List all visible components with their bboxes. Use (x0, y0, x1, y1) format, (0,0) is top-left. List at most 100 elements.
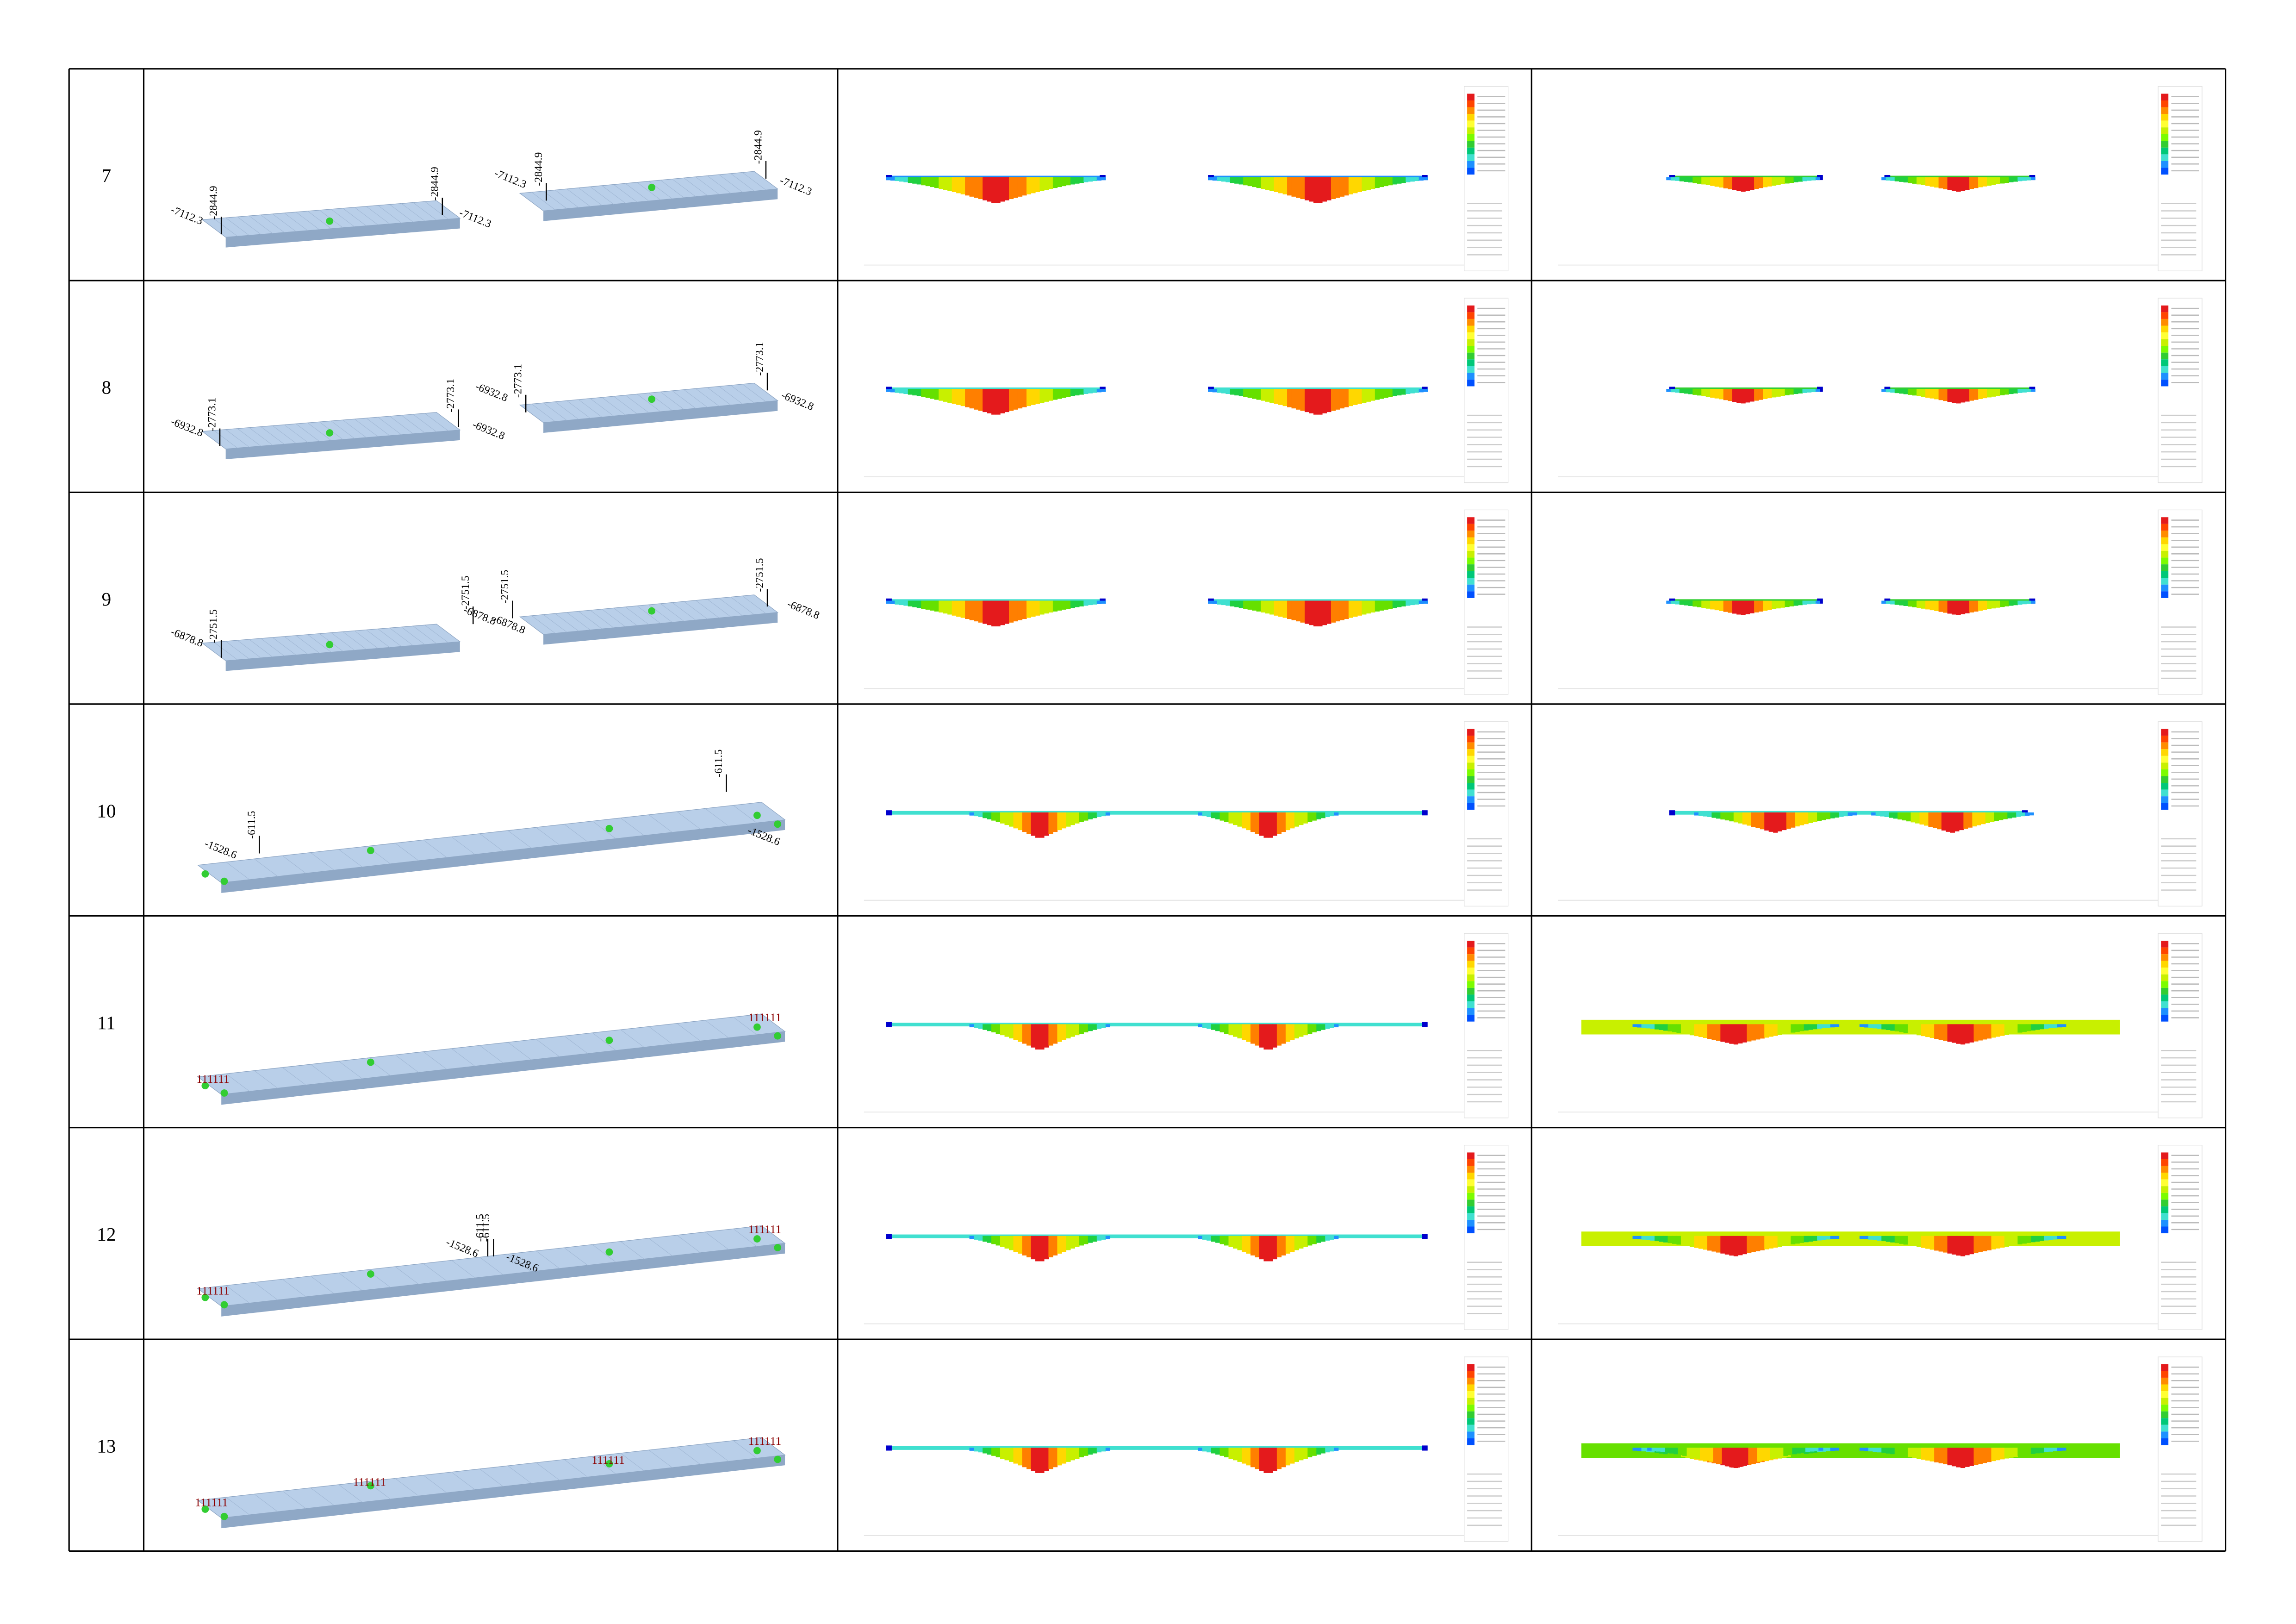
stress-band (1672, 1236, 1677, 1244)
deck-grid (451, 837, 475, 855)
stress-band (1259, 1024, 1264, 1048)
stress-band (1035, 1448, 1040, 1473)
stress-band (2017, 389, 2022, 393)
deck-grid (620, 1029, 644, 1048)
deck-grid (378, 629, 402, 647)
stress-band (1261, 177, 1266, 189)
stress-band (1754, 600, 1759, 612)
legend-swatch (2161, 736, 2169, 743)
stress-band (916, 600, 921, 608)
stress-band (1848, 812, 1853, 816)
stress-band (1672, 1024, 1677, 1032)
stress-band (1353, 600, 1358, 617)
legend-swatch (2161, 359, 2169, 366)
stress-band (1000, 177, 1005, 202)
stress-band (1252, 389, 1257, 399)
stress-band (1747, 1024, 1752, 1042)
stress-band (1694, 1236, 1699, 1248)
stress-band (1088, 812, 1093, 819)
stress-band (2013, 177, 2018, 182)
stress-band (1383, 600, 1388, 610)
legend-swatch (2161, 141, 2169, 148)
stress-band (1255, 812, 1260, 834)
deck-grid (620, 818, 644, 836)
stress-band (996, 1024, 1001, 1034)
stress-band (1714, 177, 1719, 187)
stress-band (2048, 1448, 2053, 1452)
stress-band (1761, 1448, 1767, 1461)
legend-swatch (1467, 1424, 1475, 1432)
stress-band (1793, 177, 1798, 182)
stress-band (1777, 1236, 1782, 1247)
stress-end (886, 1445, 892, 1451)
stress-band (930, 600, 935, 611)
deck-grid (284, 212, 308, 231)
stress-band (1256, 600, 1261, 612)
stress-band (1259, 812, 1264, 836)
stress-band (1710, 389, 1715, 398)
stress-band (1017, 1236, 1023, 1254)
legend-swatch (2161, 783, 2169, 790)
stress-band (2029, 812, 2034, 816)
stress-band (1247, 600, 1252, 610)
stress-band (1947, 1236, 1952, 1254)
stress-band (1776, 600, 1781, 609)
stress-band (1079, 389, 1084, 395)
load-label: -2773.1 (512, 364, 524, 398)
legend-swatch (2161, 1008, 2169, 1015)
stress-band (1934, 1236, 1939, 1251)
deck-grid (508, 1465, 532, 1484)
support-node (605, 1460, 613, 1468)
stress-band (2000, 1236, 2005, 1248)
stress-band (1963, 812, 1968, 829)
legend-swatch (1467, 161, 1475, 168)
stress-band (1035, 177, 1040, 192)
stress-band (1419, 600, 1424, 604)
stress-band (1274, 600, 1279, 616)
support-node (367, 1270, 374, 1278)
legend-swatch (2161, 1391, 2169, 1398)
stress-band (921, 600, 926, 609)
stress-band (1877, 1024, 1882, 1029)
stress-band (1105, 812, 1110, 816)
legend-swatch (2161, 1173, 2169, 1180)
stress-band (1697, 177, 1702, 184)
legend-swatch (1467, 1418, 1475, 1425)
stress-band (1885, 1024, 1891, 1031)
deck-grid (613, 396, 637, 414)
stress-band (1795, 1024, 1800, 1032)
stress-band (1026, 1448, 1032, 1469)
stress-band (1766, 1448, 1771, 1460)
deck-grid (719, 174, 743, 193)
stress-band (908, 600, 913, 606)
stress-band (2022, 1448, 2027, 1455)
deck-grid (354, 207, 378, 225)
deck-grid (660, 180, 684, 198)
stress-band (2009, 389, 2014, 394)
stress-band (1401, 600, 1406, 606)
legend-swatch (1467, 134, 1475, 141)
stress-band (1641, 1448, 1646, 1452)
legend-swatch (1467, 1008, 1475, 1015)
stress-band (1256, 177, 1261, 188)
stress-band (1247, 177, 1252, 187)
stress-band (1325, 1236, 1330, 1241)
legend-swatch (1467, 769, 1475, 776)
stress-band (1925, 1236, 1930, 1249)
stress-band (2022, 177, 2027, 181)
stress-band (1318, 389, 1323, 415)
deck-grid (424, 625, 448, 643)
stress-band (960, 177, 965, 194)
stress-band (1929, 177, 1935, 187)
stress-band (1995, 1236, 2001, 1249)
stress-band (1261, 600, 1266, 613)
stress-band (2000, 177, 2005, 184)
load-label: -2844.9 (429, 167, 441, 200)
legend-swatch (2161, 537, 2169, 544)
stress-band (2022, 389, 2027, 393)
stress-band (1226, 177, 1231, 182)
legend-swatch (2161, 1166, 2169, 1173)
stress-band (2035, 1448, 2040, 1454)
stress-band (1221, 600, 1226, 606)
stress-band (2013, 600, 2018, 606)
